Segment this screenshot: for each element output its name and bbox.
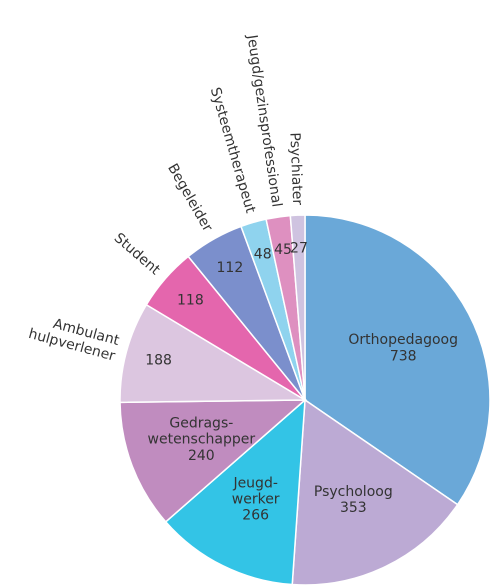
value-label: 240 <box>188 448 215 464</box>
value-label: 188 <box>145 352 172 368</box>
value-label: 266 <box>242 508 269 524</box>
pie-slice <box>291 398 459 586</box>
slice-label: Orthopedagoog 738 <box>348 332 458 364</box>
pie-slice <box>119 399 308 523</box>
label-part: Psycholoog <box>314 484 393 500</box>
outside-label: Begeleider <box>164 161 215 235</box>
slice-label: Gedrags-wetenschapper 240 <box>148 416 256 464</box>
outside-label: Student <box>111 230 164 279</box>
value-label: 118 <box>177 293 204 309</box>
pie-slice <box>164 398 306 586</box>
label-part: Ambulanthulpverlener <box>27 310 122 364</box>
label-part: Orthopedagoog <box>348 332 458 348</box>
outside-label: Systeemtherapeut <box>207 86 259 216</box>
label-part: Systeemtherapeut <box>207 86 259 216</box>
slice-label: Psycholoog 353 <box>314 484 393 516</box>
label-part: Begeleider <box>164 161 215 235</box>
slice-label: Jeugd-werker 266 <box>232 475 280 523</box>
label-part: Gedrags-wetenschapper <box>148 416 256 448</box>
label-part: Jeugd-werker <box>232 475 280 507</box>
value-label: 45 <box>274 242 292 258</box>
outside-label: Psychiater <box>286 132 305 205</box>
value-label: 48 <box>254 246 272 262</box>
value-label: 353 <box>340 500 367 516</box>
pie-slice <box>304 214 491 506</box>
value-label: 27 <box>290 240 308 256</box>
value-label: 738 <box>390 348 417 364</box>
pie-slice <box>119 303 308 404</box>
value-label: 112 <box>217 260 244 276</box>
outside-label: Ambulanthulpverlener <box>27 310 122 364</box>
label-part: Student <box>111 230 164 279</box>
pie-slice <box>289 214 306 401</box>
label-part: Psychiater <box>286 132 305 205</box>
